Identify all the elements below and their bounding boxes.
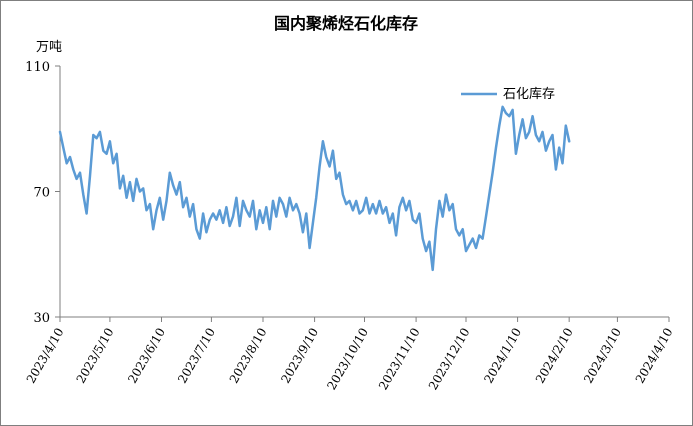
y-tick-label: 110 — [25, 60, 50, 75]
legend-label: 石化库存 — [503, 86, 555, 102]
chart-title: 国内聚烯烃石化库存 — [274, 14, 418, 33]
axes — [55, 65, 670, 322]
y-tick-label: 30 — [33, 311, 50, 326]
y-tick-label: 70 — [33, 186, 50, 201]
y-tick-labels: 30 70 110 — [25, 60, 50, 326]
y-axis-unit: 万吨 — [36, 40, 62, 55]
legend: 石化库存 — [461, 86, 555, 102]
series-layer — [58, 105, 571, 272]
series-line-0 — [58, 105, 571, 272]
